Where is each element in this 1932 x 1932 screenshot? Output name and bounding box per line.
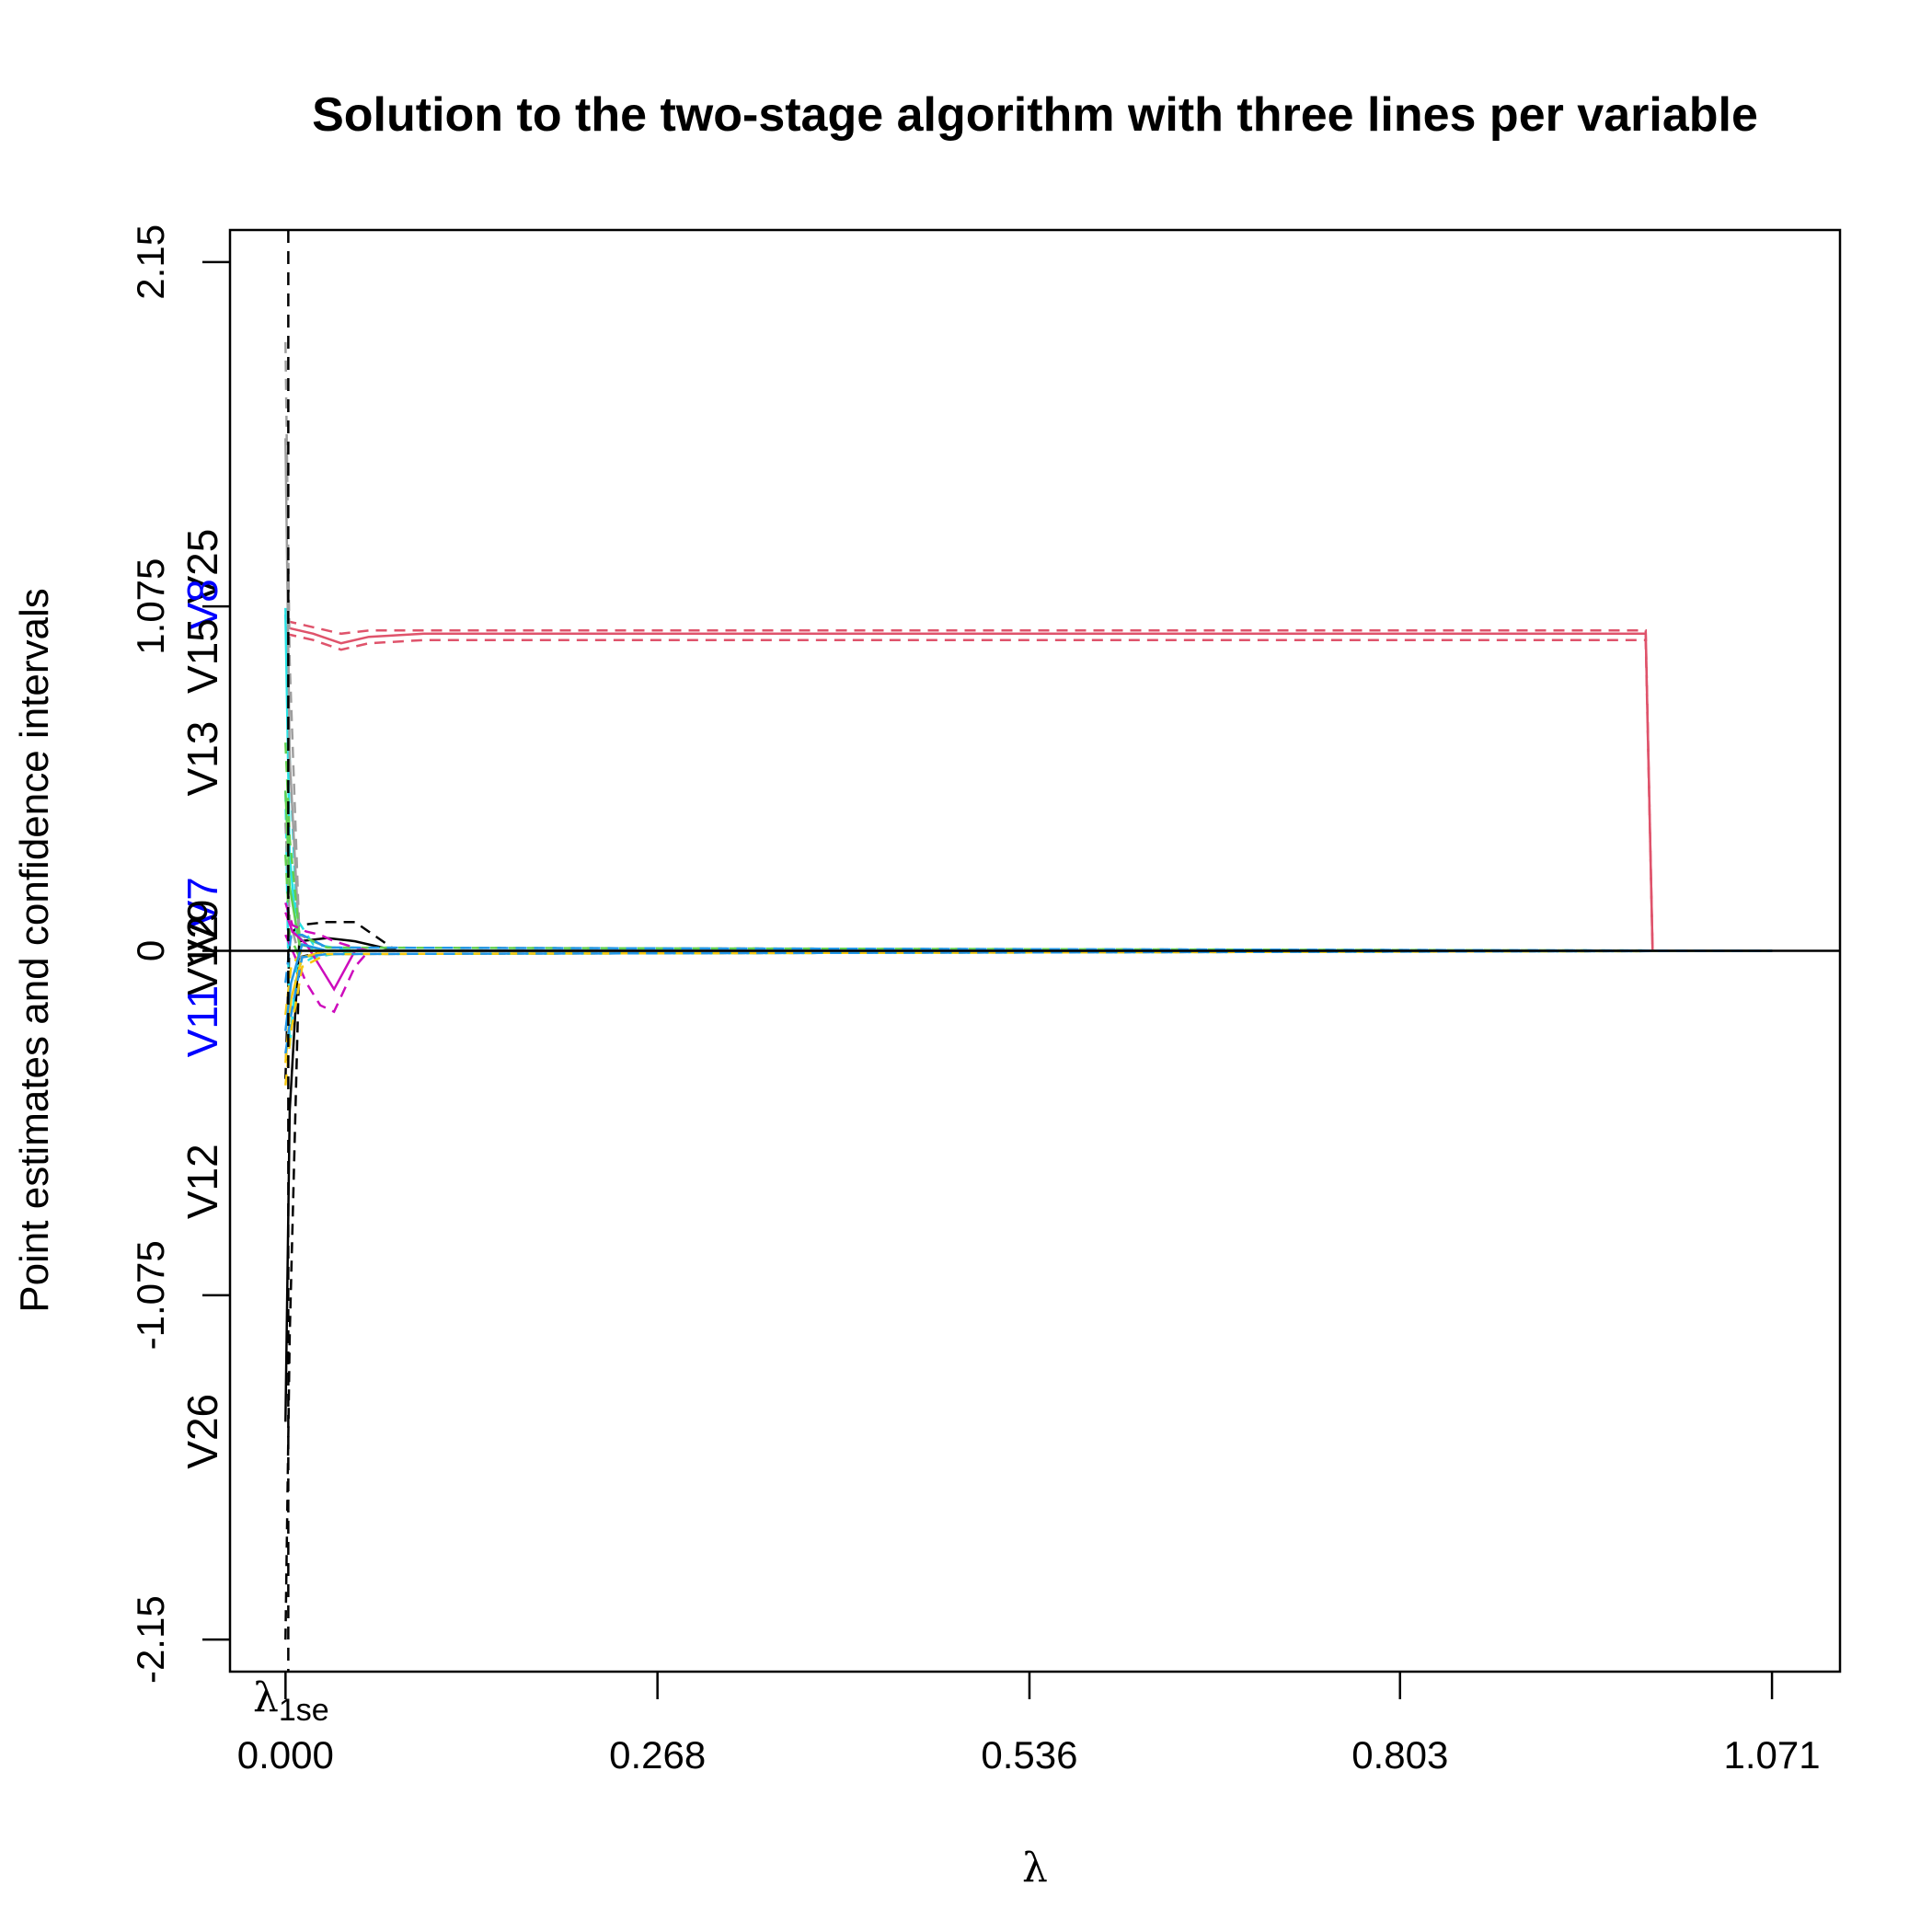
y-axis-label: Point estimates and confidence intervals <box>12 588 57 1313</box>
variable-label: V25 <box>178 529 226 604</box>
series-1 <box>284 920 1773 1640</box>
y-axis: 2.15 1.075 0 -1.075 -2.15 <box>129 224 230 1684</box>
variable-label: V13 <box>178 721 226 797</box>
x-axis: 0.000 0.268 0.536 0.803 1.071 <box>237 1672 1821 1777</box>
series-1-upper-bound <box>284 920 1773 1079</box>
series-1-estimate <box>284 937 1773 1422</box>
series-2-upper-bound <box>284 607 1773 952</box>
series-3-estimate <box>284 438 1773 952</box>
series-3 <box>284 341 1773 959</box>
y-tick-label: -1.075 <box>129 1240 172 1350</box>
series-6-estimate <box>284 949 1773 1064</box>
series-5 <box>284 902 1773 1014</box>
x-tick-label: 0.000 <box>237 1733 334 1777</box>
variable-label: V12 <box>178 1144 226 1219</box>
variable-label: V8 <box>178 579 226 630</box>
series-3-lower-bound <box>284 822 1773 959</box>
lambda-1se-label: λ1se <box>253 1674 329 1728</box>
variable-label: V1 <box>178 944 226 995</box>
series-4 <box>284 742 1773 959</box>
chart-title: Solution to the two-stage algorithm with… <box>312 88 1758 142</box>
x-tick-label: 0.268 <box>609 1733 706 1777</box>
variable-label: V7 <box>178 877 226 928</box>
series-2-lower-bound <box>284 790 1773 1048</box>
series-4-upper-bound <box>284 742 1773 952</box>
series-2-estimate <box>284 614 1773 952</box>
series-7-lower-bound <box>284 949 1773 1054</box>
y-tick-label: -2.15 <box>129 1595 172 1684</box>
series-1-lower-bound <box>284 949 1773 1640</box>
series-6 <box>284 949 1773 1086</box>
x-tick-label: 0.803 <box>1351 1733 1448 1777</box>
series-7-upper-bound <box>284 933 1773 983</box>
variable-label: V26 <box>178 1394 226 1469</box>
variable-label: V15 <box>178 618 226 694</box>
x-tick-label: 1.071 <box>1724 1733 1821 1777</box>
y-tick-label: 2.15 <box>129 224 172 300</box>
x-axis-label: λ <box>1022 1845 1048 1892</box>
variable-label: V11 <box>178 985 226 1057</box>
series-6-upper-bound <box>284 949 1773 1016</box>
variable-label: V9 <box>178 899 226 950</box>
series-6-lower-bound <box>284 949 1773 1086</box>
series-3-upper-bound <box>284 341 1773 952</box>
series-0-lower-bound <box>285 632 1773 952</box>
series-0-estimate <box>285 626 1773 952</box>
series-2 <box>284 607 1773 1048</box>
x-tick-label: 0.536 <box>981 1733 1077 1777</box>
series-5-upper-bound <box>284 902 1773 952</box>
y-tick-label: 1.075 <box>129 558 172 655</box>
series-4-lower-bound <box>284 854 1773 959</box>
plot-content <box>230 230 1840 1672</box>
y-tick-label: 0 <box>129 940 172 961</box>
series-7-estimate <box>284 942 1773 1031</box>
series-4-estimate <box>284 790 1773 952</box>
variable-label: V2 <box>178 915 226 967</box>
series-0-upper-bound <box>285 619 1773 952</box>
series-5-lower-bound <box>284 934 1773 1014</box>
series-0 <box>285 619 1773 952</box>
